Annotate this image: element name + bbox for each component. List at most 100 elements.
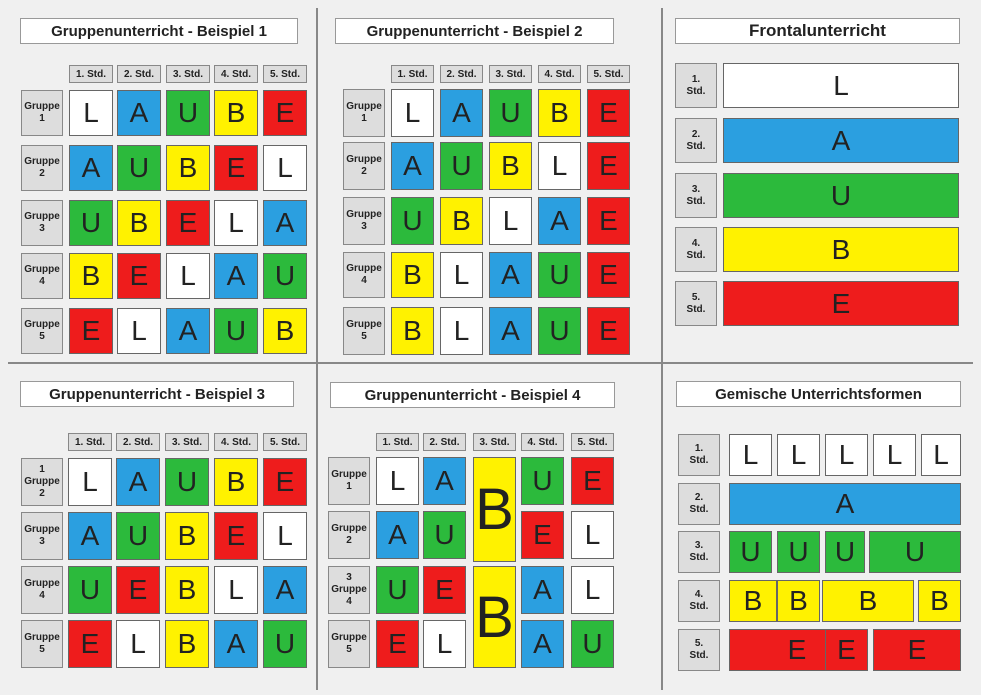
p2-cell: U [440, 142, 483, 190]
p4-cell: E [116, 566, 160, 614]
p3-row-header: 5. Std. [675, 281, 717, 326]
p6-row-header: 5. Std. [678, 629, 720, 671]
p2-column-header: 1. Std. [391, 65, 434, 83]
p4-row-header: Gruppe 3 [21, 512, 63, 560]
p1-cell: E [263, 90, 307, 136]
p4-cell: E [214, 512, 258, 560]
p4-cell: A [68, 512, 112, 560]
p1-cell: L [69, 90, 113, 136]
p2-cell: B [489, 142, 532, 190]
p5-cell: A [376, 511, 419, 559]
p2-cell: L [440, 252, 483, 298]
p1-cell: E [117, 253, 161, 299]
p5-cell: A [521, 620, 564, 668]
p5-cell: E [521, 511, 564, 559]
p6-row-header: 1. Std. [678, 434, 720, 476]
p1-cell: U [263, 253, 307, 299]
p4-cell: B [165, 512, 209, 560]
p1-cell: L [214, 200, 258, 246]
p4-column-header: 3. Std. [165, 433, 209, 451]
p1-cell: L [166, 253, 210, 299]
p5-cell: A [521, 566, 564, 614]
p1-cell: E [214, 145, 258, 191]
p6-cell: B [822, 580, 914, 622]
p1-cell: B [214, 90, 258, 136]
p4-column-header: 2. Std. [116, 433, 160, 451]
p1-cell: B [69, 253, 113, 299]
p1-cell: A [263, 200, 307, 246]
p2-cell: E [587, 89, 630, 137]
p5-cell: U [571, 620, 614, 668]
p2-cell: L [391, 89, 434, 137]
p2-cell: A [440, 89, 483, 137]
p5-cell: E [423, 566, 466, 614]
p4-cell: L [68, 458, 112, 506]
p5-row-header: Gruppe 5 [328, 620, 370, 668]
p2-cell: A [538, 197, 581, 245]
p3-row-header: 4. Std. [675, 227, 717, 272]
p4-cell: E [263, 458, 307, 506]
p6-cell: U [869, 531, 961, 573]
horizontal-divider [8, 362, 973, 364]
p2-cell: B [440, 197, 483, 245]
p2-column-header: 2. Std. [440, 65, 483, 83]
p4-cell: B [214, 458, 258, 506]
p1-cell: L [117, 308, 161, 354]
p6-row-header: 3. Std. [678, 531, 720, 573]
p5-cell: E [571, 457, 614, 505]
p5-cell: L [376, 457, 419, 505]
p5-cell: L [423, 620, 466, 668]
p2-cell: A [489, 252, 532, 298]
panel5-title: Gruppenunterricht - Beispiel 4 [330, 382, 615, 408]
p1-row-header: Gruppe 3 [21, 200, 63, 246]
p2-cell: E [587, 307, 630, 355]
p5-row-header: 3 Gruppe 4 [328, 566, 370, 614]
p1-row-header: Gruppe 5 [21, 308, 63, 354]
p4-row-header: Gruppe 4 [21, 566, 63, 614]
p6-cell: L [825, 434, 868, 476]
p1-column-header: 5. Std. [263, 65, 307, 83]
panel4-title: Gruppenunterricht - Beispiel 3 [20, 381, 294, 407]
p5-row-header: Gruppe 2 [328, 511, 370, 559]
p5-cell: U [376, 566, 419, 614]
p2-row-header: Gruppe 2 [343, 142, 385, 190]
p5-cell: E [376, 620, 419, 668]
p2-column-header: 5. Std. [587, 65, 630, 83]
p4-cell: L [263, 512, 307, 560]
p5-big-cell: B [473, 566, 516, 668]
p1-cell: U [69, 200, 113, 246]
p5-column-header: 2. Std. [423, 433, 466, 451]
p4-cell: U [116, 512, 160, 560]
p4-cell: U [165, 458, 209, 506]
p1-cell: B [166, 145, 210, 191]
p1-column-header: 4. Std. [214, 65, 258, 83]
p3-row-header: 2. Std. [675, 118, 717, 163]
p5-column-header: 4. Std. [521, 433, 564, 451]
p1-cell: E [69, 308, 113, 354]
p1-cell: U [166, 90, 210, 136]
p3-lesson-bar: A [723, 118, 959, 163]
p1-cell: U [214, 308, 258, 354]
p5-big-cell: B [473, 457, 516, 562]
p5-cell: U [521, 457, 564, 505]
p4-cell: L [116, 620, 160, 668]
p2-row-header: Gruppe 3 [343, 197, 385, 245]
p6-cell: U [825, 531, 865, 573]
p6-cell: B [918, 580, 961, 622]
p4-cell: A [116, 458, 160, 506]
p4-column-header: 5. Std. [263, 433, 307, 451]
p6-cell: L [777, 434, 820, 476]
p6-cell: E [825, 629, 868, 671]
vertical-divider-right [661, 8, 663, 690]
p4-row-header: 1 Gruppe 2 [21, 458, 63, 506]
p5-row-header: Gruppe 1 [328, 457, 370, 505]
p2-cell: L [440, 307, 483, 355]
p1-cell: A [166, 308, 210, 354]
p1-row-header: Gruppe 2 [21, 145, 63, 191]
p1-cell: A [69, 145, 113, 191]
p3-lesson-bar: B [723, 227, 959, 272]
p5-cell: L [571, 566, 614, 614]
p1-cell: L [263, 145, 307, 191]
p3-row-header: 3. Std. [675, 173, 717, 218]
p6-cell: U [777, 531, 820, 573]
